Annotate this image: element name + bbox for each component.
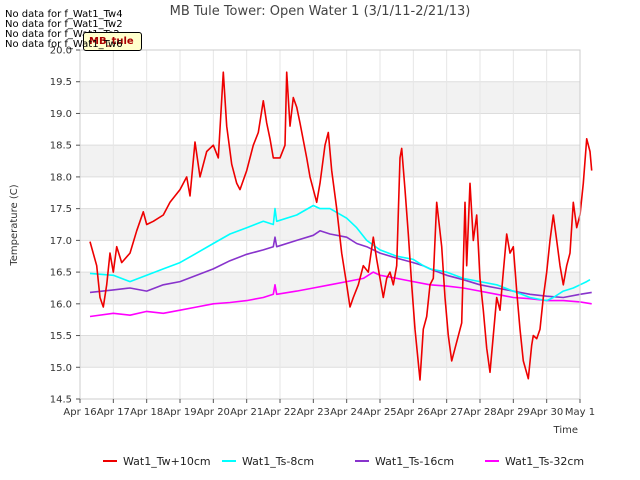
plot-frame <box>79 49 581 400</box>
x-tick-label: Apr 29 <box>497 407 530 418</box>
series-layer <box>89 71 593 381</box>
no-data-message: No data for f_Wat1_Ts2 <box>5 29 120 40</box>
chart-title: MB Tule Tower: Open Water 1 (3/1/11-2/21… <box>170 4 471 19</box>
y-tick-label: 20.0 <box>50 46 72 57</box>
plot-band <box>80 303 580 336</box>
series-line-wat1-ts-16cm <box>89 230 592 299</box>
plot-band <box>80 81 580 114</box>
x-tick-label: Apr 26 <box>397 407 430 418</box>
x-tick-label: Apr 24 <box>330 407 363 418</box>
x-tick-label: Apr 19 <box>163 407 196 418</box>
x-tick-label: Apr 16 <box>63 407 96 418</box>
x-tick-label: Apr 25 <box>363 407 396 418</box>
plot-band <box>80 176 580 209</box>
series-line-wat1-tw-10cm <box>89 71 593 381</box>
plot-band <box>80 240 580 273</box>
y-tick-label: 17.0 <box>50 236 72 247</box>
y-axis-ticks: 14.5 15.0 15.5 16.0 16.5 17.0 17.5 18.0 18.5 19.0… <box>50 46 80 406</box>
x-tick-label: Apr 23 <box>297 407 330 418</box>
no-data-message: No data for f_Wat1_Tw2 <box>5 19 123 30</box>
plot-band <box>80 208 580 241</box>
y-tick-label: 18.0 <box>50 172 72 183</box>
x-tick-label: Apr 18 <box>130 407 163 418</box>
plot-background-bands <box>80 50 580 399</box>
x-tick-label: Apr 22 <box>263 407 296 418</box>
y-tick-label: 14.5 <box>50 395 72 406</box>
y-tick-label: 16.5 <box>50 268 72 279</box>
x-tick-label: Apr 28 <box>463 407 496 418</box>
y-tick-label: 19.5 <box>50 77 72 88</box>
plot-band <box>80 50 580 82</box>
legend-label: Wat1_Ts-32cm <box>505 455 584 468</box>
no-data-message: No data for f_Wat1_Tw6 <box>5 39 123 50</box>
plot-band <box>80 335 580 368</box>
series-line-wat1-ts-8cm <box>89 204 591 302</box>
x-tick-label: Apr 17 <box>97 407 130 418</box>
y-tick-label: 18.5 <box>50 141 72 152</box>
y-tick-label: 15.0 <box>50 363 72 374</box>
plot-band <box>80 113 580 146</box>
plot-band <box>80 367 580 399</box>
legend-label: Wat1_Tw+10cm <box>123 455 211 468</box>
x-tick-label: Apr 21 <box>230 407 263 418</box>
y-tick-label: 15.5 <box>50 331 72 342</box>
y-tick-label: 16.0 <box>50 299 72 310</box>
y-tick-label: 19.0 <box>50 109 72 120</box>
x-tick-label: May 1 <box>565 407 595 418</box>
legend-label: Wat1_Ts-8cm <box>242 455 314 468</box>
x-axis-label: Time <box>553 425 578 436</box>
x-tick-label: Apr 20 <box>197 407 230 418</box>
x-tick-label: Apr 27 <box>430 407 463 418</box>
site-logo-box <box>83 32 142 51</box>
no-data-message: No data for f_Wat1_Tw4 <box>5 9 123 20</box>
site-logo-text: MB_tule <box>89 36 134 47</box>
x-axis-ticks: Apr 16 Apr 17 Apr 18 Apr 19 Apr 20 Apr 21 Apr … <box>63 399 595 418</box>
legend-label: Wat1_Ts-16cm <box>375 455 454 468</box>
legend: Wat1_Tw+10cm Wat1_Ts-8cm Wat1_Ts-16cm Wat1_… <box>103 455 584 468</box>
y-tick-label: 17.5 <box>50 204 72 215</box>
x-tick-label: Apr 30 <box>530 407 563 418</box>
series-line-wat1-ts-32cm <box>89 271 592 318</box>
y-axis-label: Temperature (C) <box>9 184 20 266</box>
